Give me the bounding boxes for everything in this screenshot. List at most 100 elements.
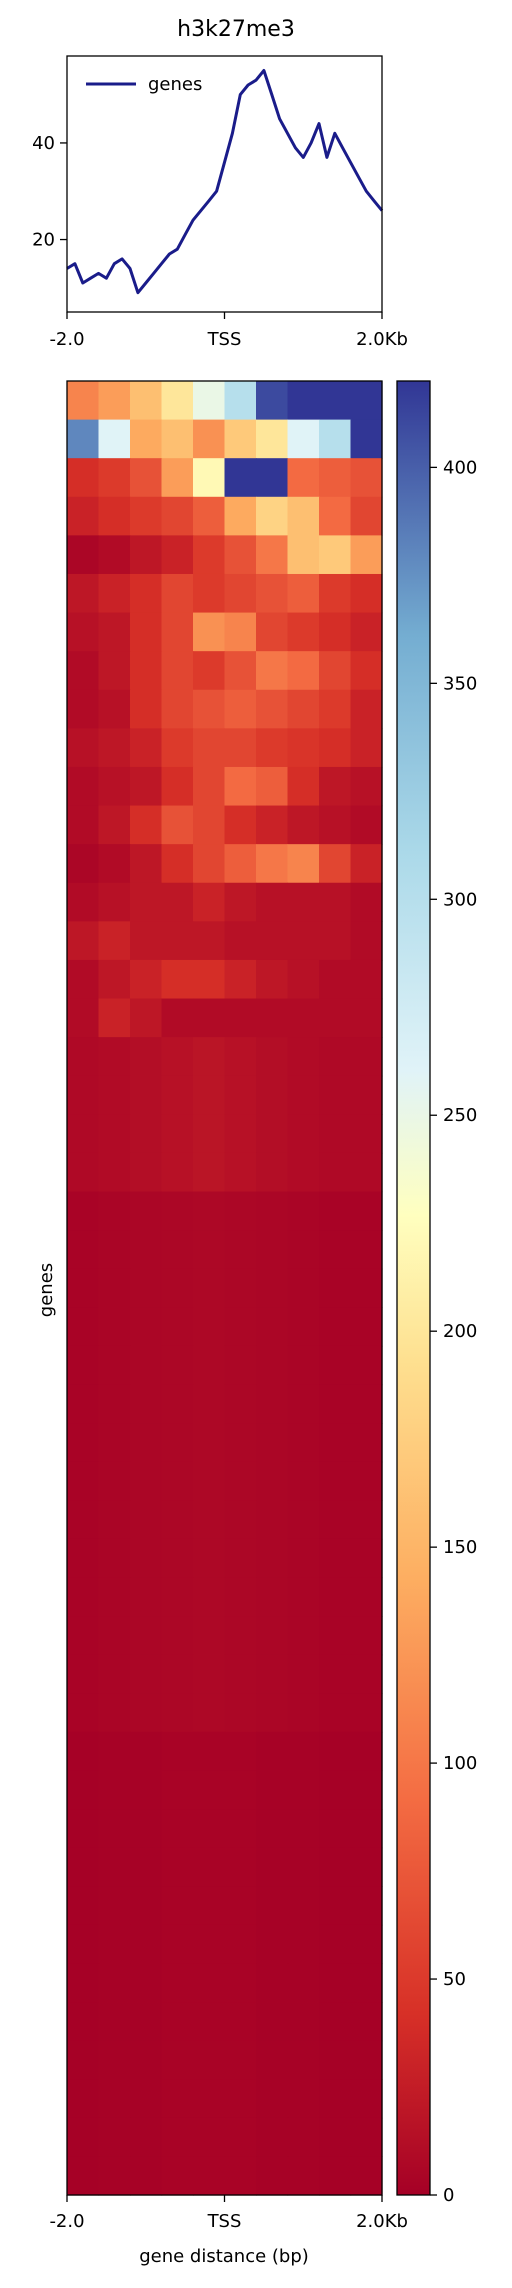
heatmap-cell xyxy=(130,1191,163,1231)
heatmap-cell xyxy=(98,1384,131,1424)
heatmap-cell xyxy=(224,1345,257,1386)
heatmap-cell xyxy=(67,1731,100,1772)
heatmap-cell xyxy=(67,2117,100,2158)
heatmap-cell xyxy=(130,1770,163,1810)
heatmap-cell xyxy=(67,1384,100,1424)
heatmap-cell xyxy=(224,844,257,884)
heatmap-cell xyxy=(287,1693,320,1733)
heatmap-cell xyxy=(98,805,131,845)
heatmap-cell xyxy=(130,1152,163,1193)
heatmap-cell xyxy=(98,1538,131,1579)
heatmap-cell xyxy=(161,2040,194,2080)
heatmap-cell xyxy=(161,381,194,421)
heatmap-cell xyxy=(98,2002,131,2042)
heatmap-cell xyxy=(67,1345,100,1386)
heatmap-cell xyxy=(67,1307,100,1347)
heatmap-cell xyxy=(350,689,383,729)
heatmap-cell xyxy=(319,1809,352,1849)
heatmap-cell xyxy=(193,381,226,421)
heatmap-cell xyxy=(67,1114,100,1154)
heatmap-cell xyxy=(161,1307,194,1347)
heatmap-cell xyxy=(256,1152,289,1193)
heatmap-cell xyxy=(161,535,194,575)
heatmap-cell xyxy=(224,2040,257,2080)
heatmap-cell xyxy=(350,496,383,536)
heatmap-cell xyxy=(350,612,383,652)
heatmap-cell xyxy=(161,1616,194,1656)
heatmap-cell xyxy=(130,921,163,961)
heatmap-cell xyxy=(161,1693,194,1733)
heatmap-cell xyxy=(98,1075,131,1115)
heatmap-cell xyxy=(224,1693,257,1733)
heatmap-cell xyxy=(256,1075,289,1115)
heatmap-cell xyxy=(287,1114,320,1154)
heatmap-cell xyxy=(161,2002,194,2042)
colorbar xyxy=(397,381,430,2195)
heatmap-cell xyxy=(287,728,320,768)
heatmap-cell xyxy=(161,1114,194,1154)
heatmap-cell xyxy=(130,728,163,768)
heatmap-cell xyxy=(224,882,257,922)
heatmap-cell xyxy=(287,2079,320,2119)
heatmap-cell xyxy=(193,1616,226,1656)
heatmap-cell xyxy=(350,1230,383,1270)
heatmap-cell xyxy=(319,1886,352,1926)
heatmap-cell xyxy=(130,1423,163,1463)
heatmap-cell xyxy=(350,2002,383,2042)
heatmap-cell xyxy=(287,2040,320,2080)
heatmap-cell xyxy=(67,1924,100,1965)
heatmap-cell xyxy=(161,921,194,961)
heatmap-cell xyxy=(193,458,226,498)
heatmap-cell xyxy=(98,1230,131,1270)
heatmap-cell xyxy=(350,1809,383,1849)
heatmap-cell xyxy=(350,1616,383,1656)
heatmap-cell xyxy=(67,1809,100,1849)
heatmap-cell xyxy=(256,1847,289,1887)
heatmap-cell xyxy=(193,2079,226,2119)
heatmap-cell xyxy=(130,1731,163,1772)
heatmap-cell xyxy=(193,959,226,1000)
heatmap-cell xyxy=(193,998,226,1038)
heatmap-cell xyxy=(350,2040,383,2080)
heatmap-cell xyxy=(98,1731,131,1772)
heatmap-cell xyxy=(287,1230,320,1270)
heatmap-cell xyxy=(256,458,289,498)
heatmap-cell xyxy=(224,458,257,498)
heatmap-cell xyxy=(193,1770,226,1810)
heatmap-cell xyxy=(350,651,383,691)
heatmap-cell xyxy=(224,1384,257,1424)
heatmap-cell xyxy=(224,1152,257,1193)
heatmap-cell xyxy=(98,1847,131,1887)
heatmap-cell xyxy=(98,573,131,614)
heatmap-cell xyxy=(256,1654,289,1694)
heatmap-cell xyxy=(193,535,226,575)
heatmap-cell xyxy=(350,1886,383,1926)
heatmap-cell xyxy=(350,419,383,459)
heatmap-cell xyxy=(161,1886,194,1926)
heatmap-cell xyxy=(67,728,100,768)
heatmap-cell xyxy=(130,1577,163,1617)
heatmap-cell xyxy=(130,1230,163,1270)
heatmap-cell xyxy=(161,1654,194,1694)
heatmap-cell xyxy=(193,1461,226,1501)
heatmap-cell xyxy=(350,381,383,421)
heatmap-cell xyxy=(161,573,194,614)
heatmap-cell xyxy=(319,1191,352,1231)
heatmap-cell xyxy=(350,1654,383,1694)
heatmap-cell xyxy=(224,1963,257,2003)
heatmap-cell xyxy=(193,2002,226,2042)
heatmap-cell xyxy=(319,2156,352,2196)
colorbar-tick-label: 250 xyxy=(443,1105,477,1126)
heatmap-cell xyxy=(224,2079,257,2119)
heatmap-cell xyxy=(193,1577,226,1617)
heatmap-cell xyxy=(319,1731,352,1772)
heatmap-cell xyxy=(161,2117,194,2158)
heatmap-cell xyxy=(319,1114,352,1154)
heatmap-cell xyxy=(350,535,383,575)
heatmap-cell xyxy=(193,1191,226,1231)
heatmap-cell xyxy=(98,419,131,459)
heatmap-cell xyxy=(130,2156,163,2196)
heatmap-cell xyxy=(193,419,226,459)
heatmap-cell xyxy=(256,651,289,691)
